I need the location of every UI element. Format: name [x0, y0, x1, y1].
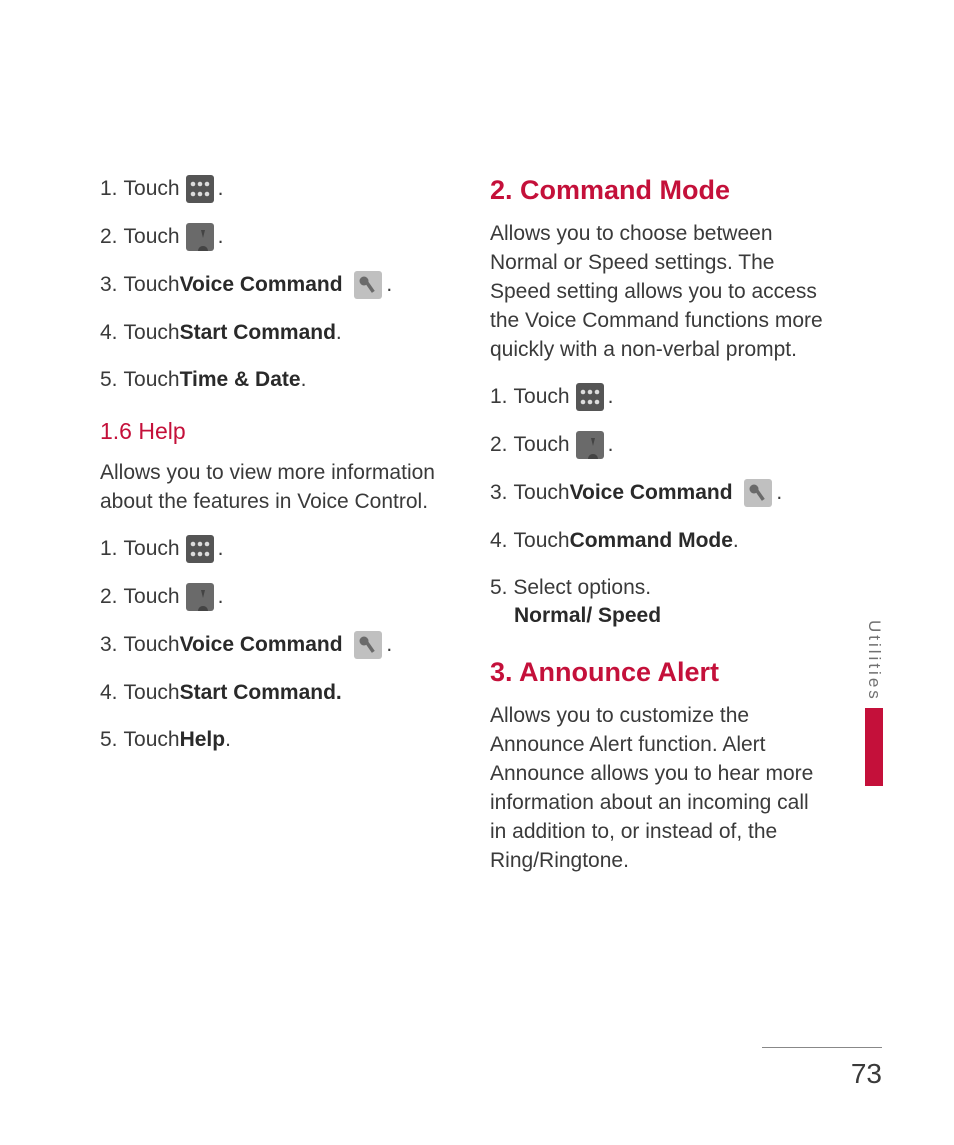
step-period: .: [608, 431, 614, 458]
step-text: Touch: [514, 479, 570, 506]
instruction-step: 1.Touch .: [490, 383, 830, 411]
step-text: Touch: [124, 583, 180, 610]
step-spacer: [343, 271, 349, 298]
instruction-step: 4.Touch Command Mode.: [490, 527, 830, 554]
instruction-step: 4.Touch Start Command.: [100, 679, 440, 706]
step-spacer: [343, 631, 349, 658]
step-bold: Voice Command: [180, 631, 343, 658]
step-period: .: [218, 535, 224, 562]
step-number: 4.: [490, 527, 508, 554]
menu-icon: [186, 175, 214, 203]
step-period: .: [336, 319, 342, 346]
step-period: .: [218, 583, 224, 610]
left-column: 1.Touch .2.Touch .3.Touch Voice Command …: [100, 175, 440, 894]
step-period: .: [776, 479, 782, 506]
tools-icon: [186, 583, 214, 611]
page-number: 73: [762, 1058, 882, 1090]
step-number: 4.: [100, 679, 118, 706]
step-number: 2.: [490, 431, 508, 458]
step-number: 1.: [490, 383, 508, 410]
step-number: 2.: [100, 583, 118, 610]
step-number: 1.: [100, 175, 118, 202]
step-text: Touch: [124, 535, 180, 562]
subheading-help: 1.6 Help: [100, 418, 440, 445]
instruction-step: 2.Touch .: [100, 583, 440, 611]
instruction-step: 5.Touch Time & Date.: [100, 366, 440, 393]
step-text: Touch: [514, 383, 570, 410]
instruction-step: 4.Touch Start Command.: [100, 319, 440, 346]
step-number: 3.: [100, 631, 118, 658]
command-mode-description: Allows you to choose between Normal or S…: [490, 220, 830, 365]
instruction-step: 3.Touch Voice Command .: [490, 479, 830, 507]
menu-icon: [186, 535, 214, 563]
help-description: Allows you to view more information abou…: [100, 459, 440, 517]
step-number: 5.: [100, 726, 118, 753]
step-period: .: [225, 726, 231, 753]
step-period: .: [386, 631, 392, 658]
sidetab-bar: [865, 708, 883, 786]
tools-icon: [576, 431, 604, 459]
step-text: Touch: [124, 726, 180, 753]
step-number: 5.: [100, 366, 118, 393]
step-number: 4.: [100, 319, 118, 346]
step-text: Touch: [514, 527, 570, 554]
step-text: Touch: [514, 431, 570, 458]
page-number-block: 73: [762, 1047, 882, 1090]
instruction-step: 1.Touch .: [100, 535, 440, 563]
step-options: Normal/ Speed: [490, 602, 830, 630]
instruction-step: 5.Touch Help.: [100, 726, 440, 753]
sidetab-label: Utilities: [864, 620, 884, 702]
instruction-step: 2.Touch .: [100, 223, 440, 251]
step-period: .: [218, 175, 224, 202]
step-number: 2.: [100, 223, 118, 250]
announce-alert-description: Allows you to customize the Announce Ale…: [490, 702, 830, 876]
content-columns: 1.Touch .2.Touch .3.Touch Voice Command …: [100, 175, 864, 894]
mic-icon: [354, 271, 382, 299]
step-spacer: [733, 479, 739, 506]
step-text: Touch: [124, 223, 180, 250]
step-number: 3.: [100, 271, 118, 298]
instruction-step: 2.Touch .: [490, 431, 830, 459]
heading-announce-alert: 3. Announce Alert: [490, 657, 830, 688]
step-number: 3.: [490, 479, 508, 506]
step-bold: Start Command.: [180, 679, 342, 706]
step-text: 5. Select options.: [490, 574, 830, 602]
mic-icon: [744, 479, 772, 507]
step-text: Touch: [124, 679, 180, 706]
step-bold: Voice Command: [180, 271, 343, 298]
instruction-step-options: 5. Select options. Normal/ Speed: [490, 574, 830, 631]
step-bold: Time & Date: [180, 366, 301, 393]
step-text: Touch: [124, 319, 180, 346]
step-text: Touch: [124, 271, 180, 298]
section-sidetab: Utilities: [864, 620, 884, 786]
instruction-step: 3.Touch Voice Command .: [100, 631, 440, 659]
right-column: 2. Command Mode Allows you to choose betw…: [490, 175, 830, 894]
step-bold: Start Command: [180, 319, 336, 346]
instruction-step: 1.Touch .: [100, 175, 440, 203]
step-bold: Voice Command: [570, 479, 733, 506]
step-text: Touch: [124, 631, 180, 658]
mic-icon: [354, 631, 382, 659]
step-text: Touch: [124, 175, 180, 202]
menu-icon: [576, 383, 604, 411]
step-period: .: [608, 383, 614, 410]
instruction-step: 3.Touch Voice Command .: [100, 271, 440, 299]
manual-page: 1.Touch .2.Touch .3.Touch Voice Command …: [0, 0, 954, 1145]
step-number: 1.: [100, 535, 118, 562]
tools-icon: [186, 223, 214, 251]
step-bold: Command Mode: [570, 527, 733, 554]
step-period: .: [218, 223, 224, 250]
step-text: Touch: [124, 366, 180, 393]
step-period: .: [386, 271, 392, 298]
step-period: .: [733, 527, 739, 554]
step-bold: Help: [180, 726, 226, 753]
step-period: .: [301, 366, 307, 393]
heading-command-mode: 2. Command Mode: [490, 175, 830, 206]
page-number-rule: [762, 1047, 882, 1048]
